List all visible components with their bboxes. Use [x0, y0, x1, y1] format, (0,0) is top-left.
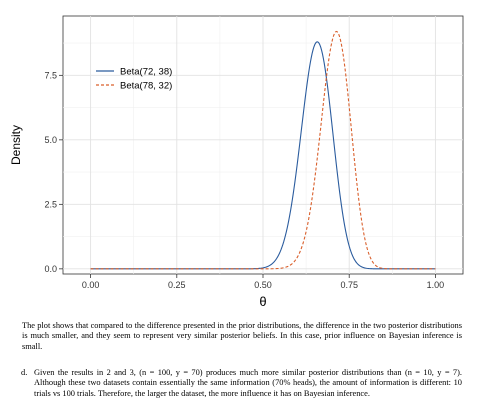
x-tick-label: 0.25: [168, 280, 186, 290]
x-tick-label: 1.00: [427, 280, 445, 290]
series-lines: [90, 30, 436, 270]
series-line-beta-78-32: [90, 30, 436, 270]
item-label: d.: [21, 368, 28, 377]
chart-svg: 0.00 0.25 0.50 0.75 1.00 0.0 2.5 5.0 7.5 θ Densi…: [9, 15, 464, 309]
x-tick-label: 0.00: [82, 280, 100, 290]
y-tick-label: 0.0: [44, 264, 57, 274]
x-tick-label: 0.50: [254, 280, 272, 290]
legend-label-beta-72-38: Beta(72, 38): [120, 67, 172, 78]
x-axis-title: θ: [259, 294, 266, 309]
legend: Beta(72, 38) Beta(78, 32): [96, 67, 172, 92]
item-body: Given the results in 2 and 3, (n = 100, …: [34, 368, 462, 398]
x-tick-label: 0.75: [340, 280, 358, 290]
answer-item-d: d. Given the results in 2 and 3, (n = 10…: [21, 368, 462, 399]
y-tick-label: 2.5: [44, 199, 57, 209]
y-axis-title: Density: [9, 125, 23, 165]
y-tick-label: 7.5: [44, 70, 57, 80]
y-tick-label: 5.0: [44, 135, 57, 145]
chart-caption: The plot shows that compared to the diff…: [22, 321, 462, 351]
legend-label-beta-78-32: Beta(78, 32): [120, 81, 172, 92]
axis-ticks: 0.00 0.25 0.50 0.75 1.00 0.0 2.5 5.0 7.5: [44, 70, 444, 290]
density-chart: 0.00 0.25 0.50 0.75 1.00 0.0 2.5 5.0 7.5 θ Densi…: [9, 15, 464, 309]
